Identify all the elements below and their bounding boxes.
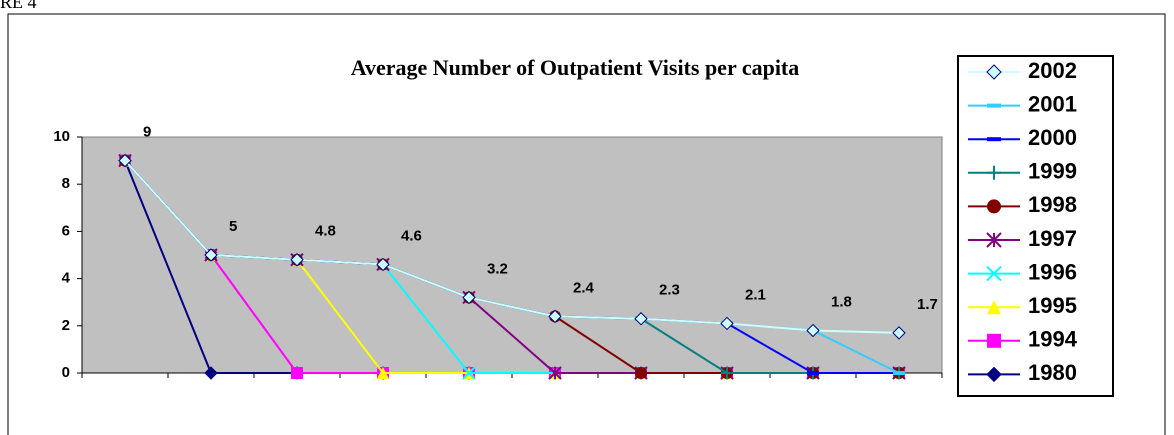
legend-marker	[987, 165, 1001, 180]
point	[290, 253, 304, 267]
point	[893, 371, 905, 375]
point	[118, 153, 132, 168]
data-label: 4.8	[315, 223, 336, 240]
point	[635, 367, 647, 379]
point	[204, 366, 218, 380]
chart-title: Average Number of Outpatient Visits per …	[351, 55, 800, 80]
y-tick-label: 8	[62, 175, 70, 192]
y-tick-label: 4	[62, 270, 71, 287]
legend-label: 1998	[1028, 192, 1077, 217]
data-label: 1.8	[831, 293, 852, 310]
legend-marker	[987, 199, 1001, 214]
legend-marker	[987, 333, 1001, 348]
legend-label: 1996	[1028, 259, 1077, 284]
point	[892, 326, 906, 340]
point	[204, 248, 218, 262]
legend-box	[957, 55, 1114, 397]
legend-marker	[987, 300, 1001, 315]
data-label: 4.6	[401, 227, 422, 244]
y-tick-label: 0	[62, 364, 70, 381]
point	[377, 367, 389, 379]
point	[721, 367, 733, 379]
data-label: 1.7	[917, 296, 938, 313]
y-tick-label: 10	[53, 128, 70, 145]
legend-marker	[986, 265, 1002, 282]
data-label: 9	[143, 124, 151, 141]
y-tick-label: 2	[62, 317, 70, 334]
point	[548, 309, 562, 324]
series-line	[124, 159, 900, 334]
legend-marker	[986, 64, 1002, 80]
data-label: 5	[229, 218, 237, 235]
figure-label: RE 4	[0, 0, 37, 12]
point	[806, 323, 820, 338]
legend-label: 1999	[1028, 159, 1077, 184]
legend-marker	[986, 366, 1002, 383]
legend-label: 2001	[1028, 91, 1077, 116]
legend-label: 1997	[1028, 226, 1077, 251]
legend-label: 1994	[1028, 327, 1078, 352]
point	[462, 366, 476, 380]
data-label: 2.4	[573, 279, 595, 296]
data-label: 2.3	[659, 282, 680, 299]
legend-marker	[987, 137, 1001, 142]
legend-marker	[987, 103, 1001, 108]
point	[376, 257, 390, 272]
point	[548, 366, 562, 380]
y-tick-label: 6	[62, 222, 70, 239]
data-label: 2.1	[745, 286, 766, 303]
legend-marker	[986, 232, 1002, 248]
point	[462, 290, 476, 305]
point	[291, 367, 303, 379]
data-label: 3.2	[487, 260, 508, 277]
legend-label: 2002	[1028, 58, 1077, 83]
legend-label: 2000	[1028, 125, 1077, 150]
point	[720, 316, 734, 331]
point	[807, 371, 819, 375]
point	[634, 312, 648, 326]
legend-label: 1980	[1028, 360, 1077, 385]
legend-label: 1995	[1028, 293, 1077, 318]
